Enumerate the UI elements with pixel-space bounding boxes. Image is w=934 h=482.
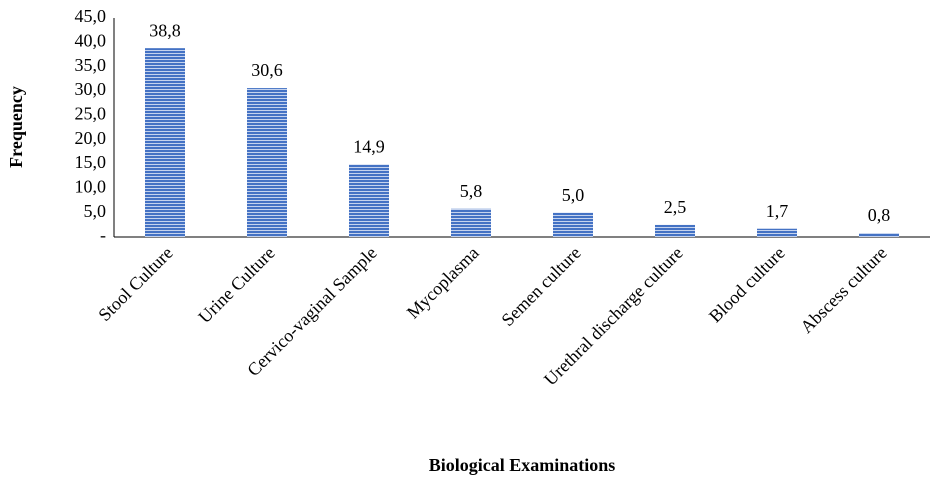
y-tick-label: 30,0 — [75, 79, 107, 99]
bar — [349, 164, 389, 237]
bar — [553, 212, 593, 237]
y-tick-label: 45,0 — [75, 6, 107, 26]
bar — [145, 48, 185, 237]
value-label: 5,0 — [562, 185, 585, 205]
y-tick-label: 5,0 — [84, 201, 107, 221]
value-label: 5,8 — [460, 181, 483, 201]
y-axis-title: Frequency — [6, 86, 26, 168]
y-tick-label: 10,0 — [75, 176, 107, 196]
y-tick-label: 20,0 — [75, 128, 107, 148]
x-tick-label: Abscess culture — [796, 243, 890, 337]
x-tick-label: Mycoplasma — [403, 243, 483, 323]
x-tick-label: Urine Culture — [194, 243, 278, 327]
bar — [757, 228, 797, 237]
bar — [451, 208, 491, 237]
bar — [247, 88, 287, 237]
value-label: 0,8 — [868, 205, 891, 225]
bar — [655, 224, 695, 237]
value-label: 38,8 — [149, 20, 181, 40]
x-tick-label: Blood culture — [705, 243, 789, 327]
y-tick-label: - — [100, 225, 106, 245]
value-label: 14,9 — [353, 137, 385, 157]
bar — [859, 233, 899, 237]
x-tick-label: Stool Culture — [94, 243, 176, 325]
value-label: 1,7 — [766, 201, 789, 221]
value-label: 2,5 — [664, 197, 687, 217]
x-tick-label: Semen culture — [497, 243, 584, 330]
x-axis-title: Biological Examinations — [429, 455, 616, 475]
y-tick-label: 15,0 — [75, 152, 107, 172]
y-tick-label: 40,0 — [75, 30, 107, 50]
value-label: 30,6 — [251, 60, 283, 80]
y-tick-label: 25,0 — [75, 103, 107, 123]
y-tick-label: 35,0 — [75, 55, 107, 75]
